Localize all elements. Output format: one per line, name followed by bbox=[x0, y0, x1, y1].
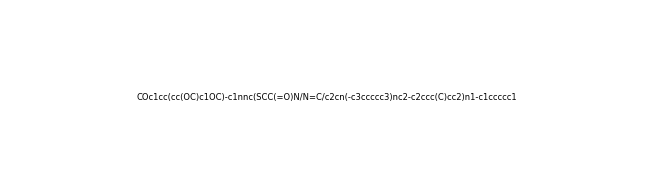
Text: COc1cc(cc(OC)c1OC)-c1nnc(SCC(=O)N/N=C/c2cn(-c3ccccc3)nc2-c2ccc(C)cc2)n1-c1ccccc1: COc1cc(cc(OC)c1OC)-c1nnc(SCC(=O)N/N=C/c2… bbox=[136, 93, 517, 102]
